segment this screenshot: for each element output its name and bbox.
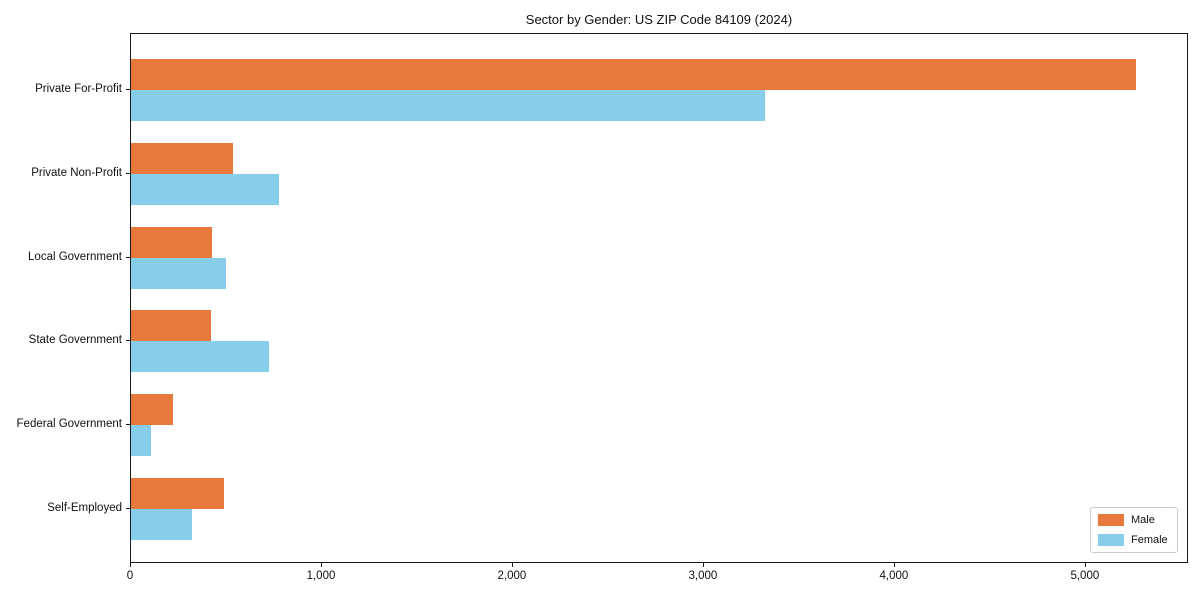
x-axis-label-2000: 2,000 [497, 570, 527, 582]
bar-male-federal-government [131, 394, 173, 426]
y-axis-tick [126, 256, 130, 258]
y-axis-tick [126, 340, 130, 342]
y-axis-label-self-employed: Self-Employed [47, 502, 122, 514]
bar-male-state-government [131, 310, 211, 342]
x-axis-label-3000: 3,000 [688, 570, 718, 582]
y-axis-label-private-for-profit: Private For-Profit [35, 83, 122, 95]
bar-female-self-employed [131, 509, 192, 540]
x-axis-label-1000: 1,000 [306, 570, 336, 582]
legend-swatch-male [1098, 514, 1124, 526]
y-axis-tick [126, 172, 130, 174]
x-axis-tick [130, 563, 131, 567]
x-axis-label-5000: 5,000 [1070, 570, 1100, 582]
bar-male-local-government [131, 226, 212, 258]
legend-item-male: Male [1098, 514, 1169, 526]
y-axis-tick [126, 89, 130, 90]
bar-female-local-government [131, 257, 226, 289]
x-axis-tick [893, 563, 895, 567]
plot-area [130, 33, 1188, 563]
x-axis-label-0: 0 [126, 570, 134, 582]
bar-female-state-government [131, 341, 269, 373]
bar-male-self-employed [131, 478, 224, 509]
y-axis-label-private-non-profit: Private Non-Profit [31, 166, 122, 179]
legend-swatch-female [1098, 534, 1124, 546]
bar-female-private-for-profit [131, 90, 765, 121]
y-axis-tick [126, 508, 130, 509]
y-axis-label-local-government: Local Government [28, 250, 122, 263]
x-axis-tick [320, 563, 322, 567]
y-axis-tick [126, 424, 130, 426]
bar-male-private-non-profit [131, 142, 233, 174]
bar-male-private-for-profit [131, 59, 1136, 90]
legend-label-female: Female [1131, 534, 1168, 546]
legend-label-male: Male [1131, 514, 1155, 526]
legend-item-female: Female [1098, 534, 1169, 546]
bar-female-private-non-profit [131, 173, 279, 205]
y-axis-label-state-government: State Government [28, 334, 122, 347]
x-axis-tick [511, 563, 513, 567]
x-axis-tick [1084, 563, 1086, 567]
x-axis-tick [702, 563, 704, 567]
bar-female-federal-government [131, 425, 151, 457]
x-axis-label-4000: 4,000 [879, 570, 909, 582]
y-axis-label-federal-government: Federal Government [16, 418, 122, 431]
legend: Male Female [1090, 507, 1178, 553]
chart-title: Sector by Gender: US ZIP Code 84109 (202… [525, 12, 793, 27]
